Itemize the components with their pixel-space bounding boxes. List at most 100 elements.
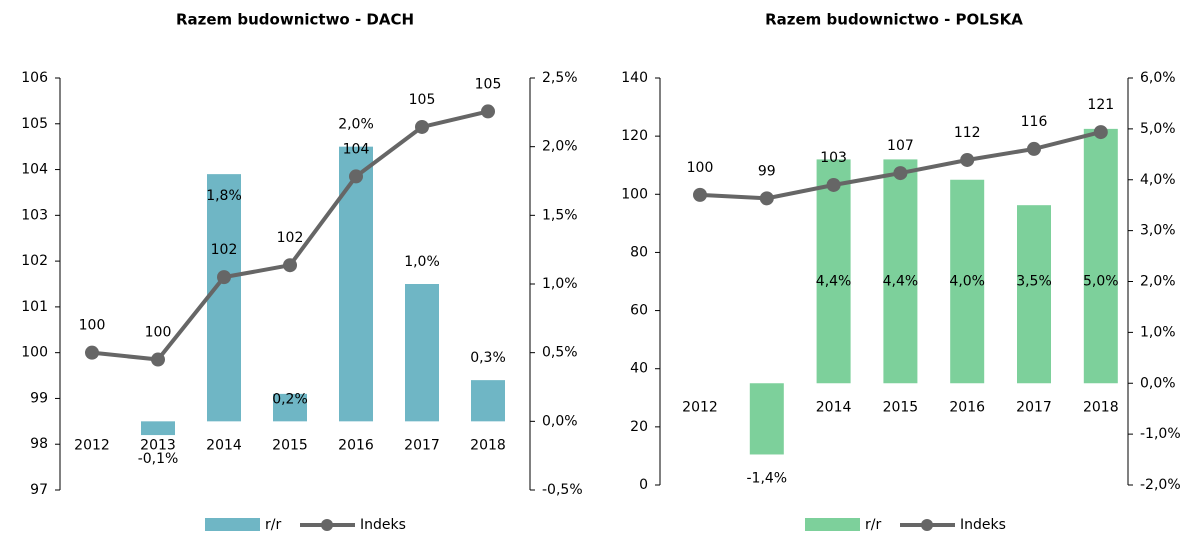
legend-label: r/r — [265, 517, 281, 533]
x-tick-label: 2012 — [74, 437, 110, 453]
marker — [826, 177, 841, 192]
legend-label: Indeks — [960, 517, 1006, 533]
y-tick-label: 101 — [21, 299, 48, 315]
bar-label: 1,8% — [206, 188, 242, 204]
bar-label: 0,3% — [470, 350, 506, 366]
chart-title: Razem budownictwo - POLSKA — [765, 11, 1023, 29]
point-label: 102 — [211, 242, 238, 258]
y-tick-label: 20 — [630, 419, 648, 435]
y-tick-label: 103 — [21, 207, 48, 223]
y-tick-label: 104 — [21, 162, 48, 178]
legend-label: r/r — [865, 517, 881, 533]
point-label: 100 — [145, 325, 172, 341]
bar-label: 5,0% — [1083, 274, 1119, 290]
bar-label: 4,4% — [816, 274, 852, 290]
marker — [217, 270, 231, 285]
marker — [85, 345, 99, 360]
bar — [1083, 128, 1118, 384]
marker — [1093, 125, 1108, 140]
point-label: 105 — [409, 92, 436, 108]
y-tick-label: 0 — [639, 477, 648, 493]
x-tick-label: 2012 — [682, 399, 718, 415]
point-label: 121 — [1087, 97, 1114, 113]
y-tick-label: 80 — [630, 244, 648, 260]
legend-marker — [921, 519, 933, 531]
y2-tick-label: 4,0% — [1140, 172, 1176, 188]
y-tick-label: 106 — [21, 70, 48, 86]
bar — [950, 179, 985, 384]
y2-tick-label: 0,0% — [542, 413, 578, 429]
y-tick-label: 140 — [621, 70, 648, 86]
x-tick-label: 2013 — [140, 437, 176, 453]
y2-tick-label: 1,0% — [542, 276, 578, 292]
bar — [207, 174, 241, 422]
y-tick-label: 40 — [630, 361, 648, 377]
x-tick-label: 2014 — [206, 437, 242, 453]
legend-marker — [321, 519, 333, 531]
marker — [759, 191, 774, 206]
chart-title: Razem budownictwo - DACH — [176, 11, 414, 29]
y-tick-label: 102 — [21, 253, 48, 269]
y2-tick-label: -1,0% — [1140, 426, 1181, 442]
y2-tick-label: 1,0% — [1140, 324, 1176, 340]
y-tick-label: 100 — [21, 345, 48, 361]
x-tick-label: 2016 — [949, 399, 985, 415]
marker — [283, 258, 297, 273]
point-label: 100 — [79, 318, 106, 334]
point-label: 104 — [343, 141, 370, 157]
y2-tick-label: 5,0% — [1140, 121, 1176, 137]
bar — [1017, 205, 1051, 384]
bar — [471, 380, 505, 422]
bar-label: -0,1% — [138, 451, 179, 467]
legend-swatch — [805, 518, 860, 531]
bar — [816, 159, 851, 384]
marker — [349, 169, 363, 184]
bar-label: 0,2% — [272, 391, 308, 407]
bar — [749, 383, 784, 455]
y2-tick-label: -0,5% — [542, 482, 583, 498]
bar — [339, 146, 373, 422]
point-label: 112 — [954, 125, 981, 141]
x-tick-label: 2015 — [883, 399, 919, 415]
bar-label: -1,4% — [746, 470, 787, 486]
y-tick-label: 99 — [30, 390, 48, 406]
y-tick-label: 97 — [30, 482, 48, 498]
x-tick-label: 2018 — [1083, 399, 1119, 415]
point-label: 116 — [1021, 114, 1048, 130]
legend-label: Indeks — [360, 517, 406, 533]
y2-tick-label: -2,0% — [1140, 477, 1181, 493]
y2-tick-label: 6,0% — [1140, 70, 1176, 86]
bar-label: 2,0% — [338, 117, 374, 133]
y2-tick-label: 2,5% — [542, 70, 578, 86]
point-label: 105 — [475, 76, 502, 92]
marker — [415, 119, 429, 134]
x-tick-label: 2016 — [338, 437, 374, 453]
y-tick-label: 120 — [621, 128, 648, 144]
y2-tick-label: 0,0% — [1140, 375, 1176, 391]
x-tick-label: 2018 — [470, 437, 506, 453]
point-label: 103 — [820, 150, 847, 166]
bar-label: 3,5% — [1016, 274, 1052, 290]
point-label: 107 — [887, 138, 914, 154]
y-tick-label: 60 — [630, 303, 648, 319]
y-tick-label: 98 — [30, 436, 48, 452]
bar — [273, 393, 307, 422]
bar-label: 4,4% — [883, 274, 919, 290]
x-tick-label: 2015 — [272, 437, 308, 453]
x-tick-label: 2017 — [1016, 399, 1052, 415]
x-tick-label: 2014 — [816, 399, 852, 415]
y2-tick-label: 3,0% — [1140, 223, 1176, 239]
y-tick-label: 105 — [21, 116, 48, 132]
bar — [405, 284, 439, 422]
bar — [141, 421, 175, 436]
bar-label: 1,0% — [404, 254, 440, 270]
marker — [893, 166, 908, 181]
point-label: 99 — [758, 163, 776, 179]
y2-tick-label: 1,5% — [542, 207, 578, 223]
marker — [960, 152, 975, 167]
x-tick-label: 2017 — [404, 437, 440, 453]
bar — [883, 159, 918, 384]
y-tick-label: 100 — [621, 186, 648, 202]
legend-swatch — [205, 518, 260, 531]
